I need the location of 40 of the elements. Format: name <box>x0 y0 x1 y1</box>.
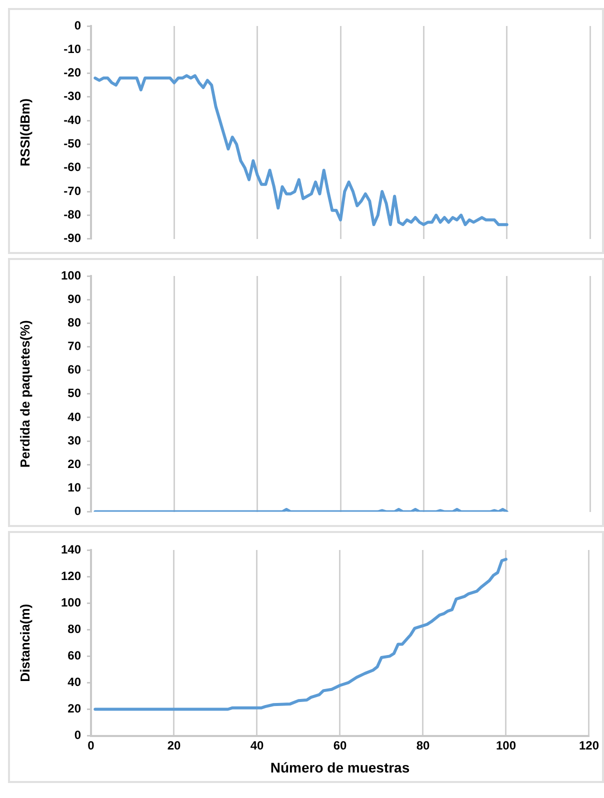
y-tick-label: -20 <box>64 66 82 80</box>
y-tick-label: 40 <box>68 410 82 424</box>
y-tick-label: 60 <box>68 362 82 377</box>
y-tick-label: -10 <box>64 42 82 56</box>
x-tick-label: 60 <box>333 738 347 752</box>
y-tick-label: -30 <box>64 89 82 104</box>
y-tick-label: 80 <box>68 315 82 330</box>
y-tick-label: -50 <box>64 136 82 151</box>
x-tick-label: 40 <box>250 738 264 752</box>
x-tick-label: 0 <box>88 738 95 752</box>
y-tick-label: 0 <box>74 504 82 518</box>
x-tick-label: 80 <box>416 738 430 752</box>
y-axis-title: Perdida de paquetes(%) <box>17 320 32 468</box>
y-tick-label: 0 <box>74 18 82 32</box>
y-tick-label: 30 <box>68 433 82 448</box>
y-tick-label: 140 <box>60 542 82 556</box>
y-tick-label: 20 <box>68 702 82 716</box>
y-tick-label: 80 <box>68 622 82 636</box>
y-tick-label: 20 <box>68 456 82 471</box>
x-tick-label: 20 <box>167 738 181 752</box>
y-tick-label: 60 <box>68 648 82 662</box>
y-tick-label: 0 <box>74 728 82 742</box>
y-tick-label: 120 <box>60 568 82 583</box>
y-tick-label: 100 <box>60 268 82 282</box>
y-tick-label: -40 <box>64 112 82 127</box>
y-tick-label: -90 <box>64 231 82 246</box>
x-tick-label: 120 <box>578 738 600 752</box>
y-tick-label: -80 <box>64 207 82 222</box>
y-tick-label: 50 <box>68 386 82 400</box>
y-tick-label: 40 <box>68 675 82 690</box>
y-tick-label: -60 <box>64 160 82 174</box>
x-axis-title: Número de muestras <box>270 759 410 776</box>
x-tick-label: 100 <box>496 738 516 752</box>
y-axis-title: RSSI(dBm) <box>17 98 32 166</box>
y-tick-label: 70 <box>68 339 82 354</box>
y-tick-label: 90 <box>68 292 82 306</box>
y-tick-label: -70 <box>64 184 82 198</box>
y-axis-title: Distancia(m) <box>17 604 32 682</box>
y-tick-label: 100 <box>60 595 82 610</box>
y-tick-label: 10 <box>68 480 82 495</box>
